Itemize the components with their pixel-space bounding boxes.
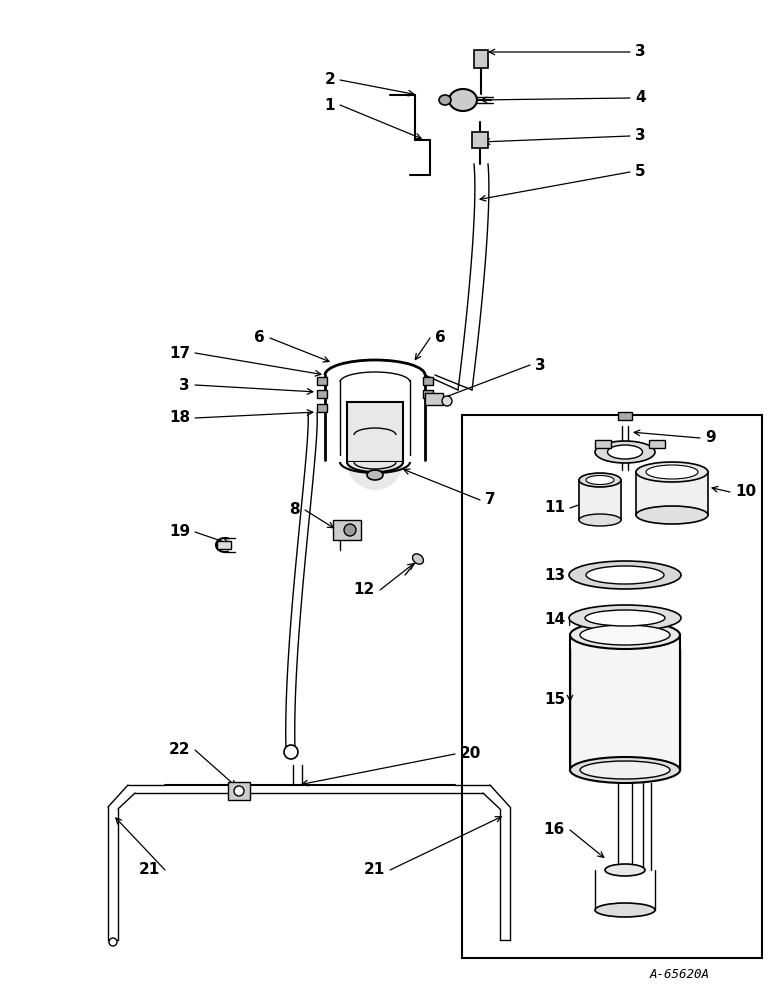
Circle shape (109, 938, 117, 946)
Text: 6: 6 (435, 330, 445, 346)
Bar (423, 390, 433, 398)
Text: 2: 2 (324, 73, 335, 88)
Ellipse shape (636, 462, 708, 482)
Bar (636, 472, 708, 515)
Text: 20: 20 (460, 746, 482, 762)
Bar (317, 390, 327, 398)
Ellipse shape (646, 465, 698, 479)
Bar (462, 415, 762, 958)
Bar (579, 480, 621, 520)
Ellipse shape (586, 476, 614, 485)
Text: 3: 3 (535, 358, 546, 372)
Ellipse shape (439, 95, 451, 105)
Text: 3: 3 (179, 377, 190, 392)
Ellipse shape (570, 757, 680, 783)
Text: 5: 5 (635, 164, 645, 180)
Circle shape (442, 396, 452, 406)
Text: 8: 8 (290, 502, 300, 518)
Text: 15: 15 (544, 692, 565, 708)
Circle shape (284, 745, 298, 759)
Text: 18: 18 (169, 410, 190, 426)
Bar (228, 782, 250, 800)
Circle shape (344, 524, 356, 536)
Text: 21: 21 (139, 862, 160, 878)
Ellipse shape (608, 445, 642, 459)
Bar (618, 412, 632, 420)
Bar (423, 377, 433, 385)
Text: 11: 11 (544, 500, 565, 516)
Bar (595, 440, 611, 448)
Text: 4: 4 (635, 91, 645, 105)
Text: 9: 9 (705, 430, 716, 446)
Ellipse shape (449, 89, 477, 111)
Bar (317, 377, 327, 385)
Text: 3: 3 (635, 128, 645, 143)
Ellipse shape (412, 554, 423, 564)
Text: 19: 19 (169, 524, 190, 540)
Bar (425, 393, 443, 405)
Ellipse shape (580, 761, 670, 779)
Text: 14: 14 (544, 612, 565, 628)
Ellipse shape (586, 566, 664, 584)
Ellipse shape (570, 621, 680, 649)
Ellipse shape (585, 610, 665, 626)
Ellipse shape (579, 473, 621, 487)
Text: 6: 6 (254, 330, 265, 346)
Text: 10: 10 (735, 485, 756, 499)
Ellipse shape (579, 514, 621, 526)
Ellipse shape (605, 864, 645, 876)
Text: 17: 17 (169, 346, 190, 360)
Ellipse shape (636, 506, 708, 524)
Ellipse shape (569, 561, 681, 589)
Text: 13: 13 (544, 568, 565, 582)
Text: 12: 12 (354, 582, 375, 597)
Bar (347, 402, 403, 462)
Text: 21: 21 (364, 862, 385, 878)
Ellipse shape (580, 625, 670, 645)
Ellipse shape (595, 903, 655, 917)
Text: 3: 3 (635, 44, 645, 60)
Bar (317, 404, 327, 412)
Text: 22: 22 (168, 742, 190, 758)
Bar (333, 520, 361, 540)
Text: 7: 7 (485, 492, 496, 508)
Wedge shape (347, 462, 403, 490)
Ellipse shape (569, 605, 681, 631)
Ellipse shape (367, 470, 383, 480)
Bar (474, 50, 488, 68)
Circle shape (234, 786, 244, 796)
Text: 1: 1 (324, 98, 335, 112)
Text: 16: 16 (543, 822, 565, 838)
Bar (649, 440, 665, 448)
Text: A-65620A: A-65620A (650, 968, 710, 982)
Bar (217, 541, 231, 549)
Bar (472, 132, 488, 148)
Bar (570, 635, 680, 770)
Ellipse shape (595, 441, 655, 463)
